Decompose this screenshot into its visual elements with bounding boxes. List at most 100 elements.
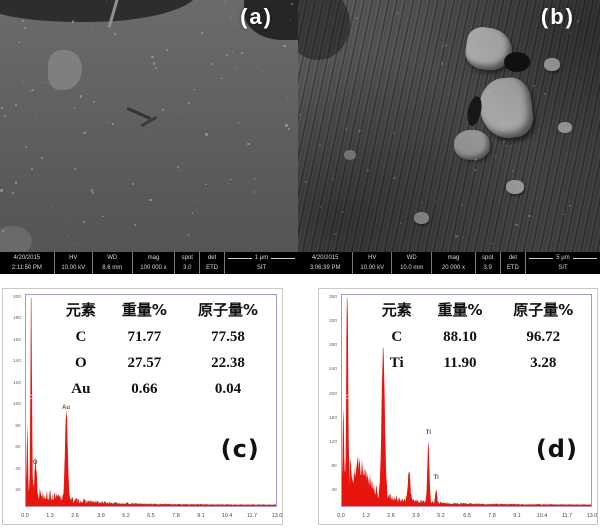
spot-value: 3.9: [483, 264, 492, 271]
statusbar-wd: WD 8.6 mm: [91, 252, 132, 274]
scale-bar-line: [572, 257, 598, 259]
speckle-dot: [83, 220, 86, 223]
speckle-dot: [283, 45, 286, 48]
speckle-dot: [421, 202, 424, 204]
speckle-dot: [366, 169, 370, 172]
tick-label: 6.5: [462, 513, 471, 519]
tick-label: 11.7: [246, 513, 257, 519]
speckle-dot: [66, 219, 68, 221]
sem-row: (a) 4/20/2015 2:11:50 PM HV 10.00 kV WD …: [0, 0, 600, 274]
speckle-dot: [503, 141, 506, 144]
speckle-dot: [287, 97, 289, 99]
scale-value: 1 μm: [254, 255, 269, 262]
speckle-dot: [201, 32, 203, 34]
speckle-dot: [515, 223, 519, 227]
scale-bar-line: [227, 257, 252, 259]
mag-value: 20 000 x: [441, 264, 465, 271]
tick-label: 40: [331, 487, 337, 493]
speckle-dot: [114, 33, 117, 35]
tick-label: 10.4: [536, 513, 548, 519]
speckle-dot: [42, 82, 44, 84]
eds-panel-d: 360 320 280 240 200 160 120 80 40 C Ti Ti 0.0 1.3 2.…: [318, 288, 598, 525]
speckle-dot: [176, 165, 179, 168]
statusbar-datetime: 4/20/2015 3:06:39 PM: [298, 252, 352, 274]
statusbar-wd: WD 10.0 mm: [391, 252, 431, 274]
statusbar-spot: spot 3.9: [474, 252, 500, 274]
hv-value: 10.00 kV: [360, 264, 385, 271]
tick-label: 3.9: [412, 513, 421, 519]
tick-label: 7.8: [487, 513, 496, 519]
table-header-cell: 元素: [381, 301, 412, 319]
peak-annotation: C: [345, 394, 350, 401]
tick-label: 13.0: [586, 513, 598, 519]
speckle-dot: [90, 189, 94, 192]
scale-value: 5 μm: [556, 255, 570, 262]
table-cell: 88.10: [443, 329, 477, 345]
scale-bar-line: [528, 257, 554, 259]
speckle-dot: [341, 211, 344, 214]
table-header-cell: 原子量%: [198, 301, 259, 319]
speckle-dot: [492, 242, 495, 245]
statusbar-date: 4/20/2015: [13, 255, 41, 262]
tick-label: 7.8: [172, 513, 180, 519]
sem-panel-b: (b) 4/20/2015 3:06:39 PM HV 10.00 kV WD …: [298, 0, 600, 274]
sem-texture-blob: [344, 150, 356, 160]
speckle-dot: [228, 230, 230, 232]
speckle-dot: [191, 212, 194, 214]
speckle-dot: [92, 100, 95, 103]
speckle-dot: [22, 19, 25, 22]
speckle-dot: [358, 130, 361, 133]
tick-label: 200: [12, 294, 21, 300]
speckle-dot: [285, 124, 288, 127]
statusbar-spot: spot 3.0: [174, 252, 199, 274]
tick-label: 9.1: [512, 513, 521, 519]
scale-bar: 5 μm: [528, 255, 598, 262]
sem-texture-blob: [298, 0, 350, 60]
sem-texture-blob: [465, 94, 484, 128]
x-axis-ticks: 0.0 1.3 2.6 3.9 5.2 6.5 7.8 9.1 10.4 11.7 13.0: [21, 513, 282, 521]
speckle-dot: [85, 130, 87, 132]
speckle-dot: [479, 131, 482, 134]
table-cell: Ti: [389, 355, 404, 371]
speckle-dot: [354, 71, 356, 73]
speckle-dot: [241, 51, 244, 54]
tick-label: 0.0: [21, 513, 29, 519]
speckle-dot: [392, 132, 395, 134]
speckle-dot: [151, 55, 154, 59]
table-cell: 0.04: [214, 381, 242, 397]
speckle-dot: [445, 44, 448, 47]
statusbar-det: det ETD: [499, 252, 525, 274]
peak-annotation: Ti: [425, 430, 431, 437]
sem-texture-blob: [504, 52, 530, 72]
speckle-dot: [73, 189, 75, 191]
speckle-dot: [102, 215, 104, 218]
speckle-dot: [318, 144, 321, 147]
spot-label: spot: [181, 255, 193, 262]
composition-table-c: 元素 重量% 原子量% C 71.77 77.58 O 27.57 22.38 Au 0.66 0.0…: [53, 299, 276, 398]
speckle-dot: [455, 235, 458, 238]
speckle-dot: [435, 200, 437, 203]
speckle-dot: [90, 26, 93, 29]
speckle-dot: [576, 20, 580, 23]
tick-label: 0.0: [337, 513, 345, 519]
sem-texture-blob: [544, 58, 560, 71]
table-header-cell: 原子量%: [513, 301, 574, 319]
speckle-dot: [487, 90, 491, 93]
speckle-dot: [474, 158, 478, 161]
panel-label-a: (a): [240, 4, 273, 29]
speckle-dot: [299, 232, 301, 234]
tick-label: 240: [328, 366, 337, 372]
speckle-dot: [304, 180, 307, 184]
table-cell: 0.66: [131, 381, 158, 397]
tick-label: 13.0: [271, 513, 283, 519]
statusbar-hv: HV 10.00 kV: [352, 252, 391, 274]
speckle-dot: [494, 155, 497, 157]
tick-label: 11.7: [561, 513, 572, 519]
speckle-dot: [73, 107, 75, 109]
speckle-dot: [108, 122, 110, 124]
speckle-dot: [532, 85, 535, 88]
tick-label: 360: [328, 294, 337, 300]
sem-statusbar-b: 4/20/2015 3:06:39 PM HV 10.00 kV WD 10.0…: [298, 252, 600, 274]
speckle-dot: [442, 45, 444, 48]
speckle-dot: [461, 204, 464, 207]
